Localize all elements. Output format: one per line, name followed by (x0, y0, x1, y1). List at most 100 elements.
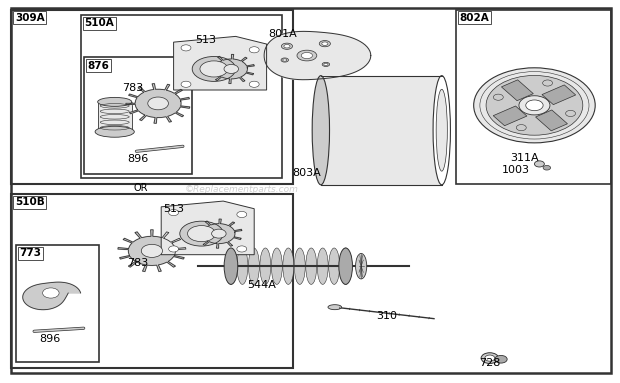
Circle shape (519, 96, 550, 115)
Circle shape (148, 97, 169, 110)
Ellipse shape (226, 248, 236, 284)
Text: OR: OR (133, 183, 148, 193)
Ellipse shape (324, 63, 328, 65)
Circle shape (474, 68, 595, 143)
Ellipse shape (224, 248, 237, 284)
Circle shape (526, 100, 543, 111)
Ellipse shape (297, 50, 317, 61)
Bar (84, 57, 192, 174)
Text: 310: 310 (376, 311, 397, 321)
Bar (321, 76, 441, 185)
Circle shape (141, 244, 162, 257)
Ellipse shape (317, 248, 328, 284)
Ellipse shape (294, 248, 305, 284)
Ellipse shape (97, 97, 131, 106)
Circle shape (237, 211, 247, 218)
Circle shape (486, 75, 583, 135)
Ellipse shape (356, 254, 367, 279)
Ellipse shape (322, 42, 328, 45)
Ellipse shape (95, 126, 135, 137)
Bar (456, 10, 611, 184)
Bar (98, 102, 131, 132)
Text: 311A: 311A (510, 153, 539, 163)
Text: 510A: 510A (84, 18, 114, 28)
Polygon shape (174, 36, 267, 90)
Ellipse shape (272, 248, 282, 284)
Ellipse shape (340, 248, 351, 284)
Text: 801A: 801A (268, 29, 297, 39)
Ellipse shape (180, 221, 223, 246)
Ellipse shape (306, 248, 317, 284)
Polygon shape (126, 83, 190, 123)
Text: 513: 513 (195, 35, 216, 45)
Circle shape (494, 94, 503, 100)
Text: 773: 773 (19, 248, 41, 258)
Text: 309A: 309A (15, 13, 45, 23)
Text: ©Replacementparts.com: ©Replacementparts.com (185, 185, 299, 195)
Circle shape (516, 124, 526, 131)
Circle shape (249, 47, 259, 53)
Circle shape (565, 110, 575, 116)
Bar (536, 110, 567, 131)
Circle shape (249, 81, 259, 87)
Ellipse shape (329, 248, 340, 284)
Text: 728: 728 (479, 358, 500, 368)
Ellipse shape (319, 41, 330, 47)
Polygon shape (196, 219, 242, 248)
Circle shape (543, 165, 551, 170)
Ellipse shape (301, 52, 312, 59)
Circle shape (542, 80, 552, 86)
Polygon shape (23, 282, 81, 310)
Polygon shape (264, 31, 371, 80)
Ellipse shape (339, 248, 352, 284)
Text: 513: 513 (163, 204, 184, 214)
Text: 896: 896 (127, 154, 148, 164)
Circle shape (534, 161, 544, 167)
Ellipse shape (249, 248, 259, 284)
Ellipse shape (283, 59, 287, 61)
Bar (11, 10, 293, 184)
Ellipse shape (322, 62, 330, 67)
Ellipse shape (281, 43, 293, 49)
Ellipse shape (187, 226, 216, 242)
Text: 802A: 802A (459, 13, 489, 23)
Circle shape (237, 246, 247, 252)
Text: 783: 783 (122, 83, 143, 93)
Bar (11, 194, 293, 368)
Text: 510B: 510B (15, 197, 45, 207)
Bar (502, 80, 533, 101)
Ellipse shape (192, 57, 236, 82)
Text: 544A: 544A (247, 280, 276, 290)
Circle shape (495, 355, 507, 363)
Ellipse shape (237, 248, 248, 284)
Text: 876: 876 (87, 61, 109, 70)
Circle shape (43, 288, 59, 298)
Text: 803A: 803A (293, 168, 321, 178)
Circle shape (485, 355, 495, 361)
Text: 896: 896 (39, 334, 60, 344)
Circle shape (181, 45, 191, 51)
Polygon shape (208, 54, 254, 83)
Circle shape (169, 246, 179, 252)
Ellipse shape (283, 248, 294, 284)
Circle shape (481, 353, 498, 363)
Circle shape (211, 229, 226, 238)
Ellipse shape (260, 248, 271, 284)
Polygon shape (118, 230, 186, 272)
Ellipse shape (281, 58, 288, 62)
Bar (16, 245, 99, 362)
Bar (493, 106, 527, 126)
Ellipse shape (436, 89, 447, 171)
Bar (81, 15, 282, 178)
Circle shape (224, 64, 239, 74)
Ellipse shape (284, 44, 290, 48)
Ellipse shape (312, 76, 330, 185)
Ellipse shape (433, 76, 451, 185)
Polygon shape (161, 201, 254, 255)
Bar (542, 85, 576, 105)
Ellipse shape (328, 305, 342, 309)
Ellipse shape (200, 61, 228, 77)
Circle shape (169, 210, 179, 216)
Text: 783: 783 (127, 258, 148, 268)
Text: 1003: 1003 (502, 165, 530, 175)
